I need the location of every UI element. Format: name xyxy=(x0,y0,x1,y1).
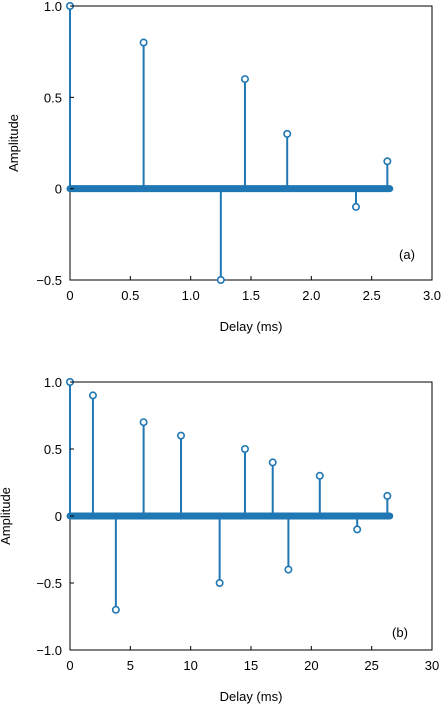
x-tick-label: 1.5 xyxy=(242,288,260,303)
stem-marker xyxy=(383,491,392,500)
x-tick-label: 0 xyxy=(66,658,73,673)
x-tick-label: 15 xyxy=(244,658,258,673)
stem-marker xyxy=(240,444,249,453)
x-tick-label: 5 xyxy=(127,658,134,673)
x-tick-label: 25 xyxy=(364,658,378,673)
y-axis-label: Amplitude xyxy=(0,487,13,545)
y-tick-label: 0 xyxy=(55,182,62,197)
stem-marker xyxy=(177,431,186,440)
stem-marker xyxy=(215,578,224,587)
x-axis-ticks: 0 0.5 1.0 1.5 2.0 2.5 3.0 xyxy=(66,276,441,303)
x-tick-label: 20 xyxy=(304,658,318,673)
y-axis-label: Amplitude xyxy=(6,114,21,172)
y-tick-label: −1.0 xyxy=(36,643,62,658)
stem-marker xyxy=(351,202,360,211)
x-axis-label: Delay (ms) xyxy=(220,319,283,334)
stem-marks xyxy=(66,1,394,284)
x-tick-label: 30 xyxy=(425,658,439,673)
x-axis-ticks: 0 5 10 15 20 25 30 xyxy=(66,646,439,673)
stem-marker xyxy=(383,157,392,166)
y-tick-label: 0.5 xyxy=(44,442,62,457)
y-axis-ticks: −1.0 −0.5 0 0.5 1.0 xyxy=(36,375,74,658)
x-tick-label: 2.0 xyxy=(302,288,320,303)
y-tick-label: 1.0 xyxy=(44,375,62,390)
stem-marker xyxy=(268,458,277,467)
stem-marker xyxy=(284,565,293,574)
stem-marker xyxy=(315,471,324,480)
x-tick-label: 3.0 xyxy=(423,288,441,303)
stem-marker xyxy=(88,391,97,400)
x-tick-label: 2.5 xyxy=(363,288,381,303)
x-tick-label: 1.0 xyxy=(182,288,200,303)
stem-marker xyxy=(353,525,362,534)
y-tick-label: 0.5 xyxy=(44,90,62,105)
x-axis-label: Delay (ms) xyxy=(220,689,283,704)
panel-label: (a) xyxy=(399,247,415,262)
x-tick-label: 0.5 xyxy=(121,288,139,303)
y-tick-label: −0.5 xyxy=(36,273,62,288)
stem-marker xyxy=(139,38,148,47)
x-tick-label: 10 xyxy=(183,658,197,673)
y-tick-label: −0.5 xyxy=(36,576,62,591)
y-tick-label: 0 xyxy=(55,509,62,524)
stem-marker xyxy=(283,129,292,138)
x-tick-label: 0 xyxy=(66,288,73,303)
y-tick-label: 1.0 xyxy=(44,0,62,14)
stem-marker xyxy=(240,75,249,84)
stem-marker xyxy=(139,418,148,427)
stem-marker xyxy=(111,605,120,614)
panel-label: (b) xyxy=(392,625,408,640)
y-axis-ticks: −0.5 0 0.5 1.0 xyxy=(36,0,74,288)
stem-marker xyxy=(216,275,225,284)
chart-panel-b: 0 5 10 15 20 25 30 −1.0−0.500.51.0 Delay (ms) … xyxy=(0,375,439,704)
chart-panel-a: 0 0.5 1.0 1.5 2.0 2.5 3.0 −0.5 0 0.5 1.0 Delay (m… xyxy=(6,0,441,334)
